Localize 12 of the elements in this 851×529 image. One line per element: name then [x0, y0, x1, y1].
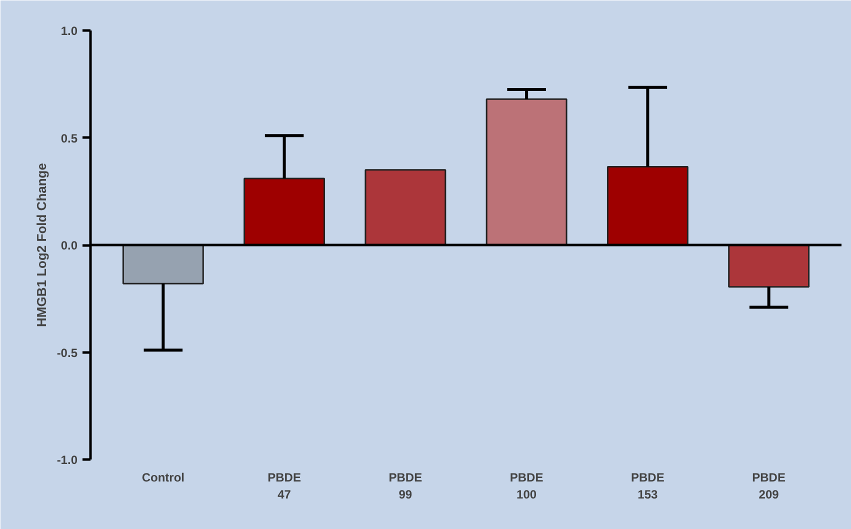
x-tick-label: Control [142, 470, 185, 484]
x-tick-label: PBDE 100 [510, 470, 544, 502]
x-tick-label: PBDE 209 [752, 470, 786, 502]
y-tick-label: 1.0 [60, 24, 78, 38]
y-tick-label: -1.0 [56, 453, 78, 467]
x-tick-label: PBDE 99 [388, 470, 422, 502]
y-tick-label: 0.0 [60, 238, 78, 252]
y-axis-title: HMGB1 Log2 Fold Change [34, 163, 49, 327]
y-tick-label: 0.5 [60, 131, 78, 146]
x-tick-label: PBDE 47 [268, 470, 301, 502]
x-tick-label: PBDE 153 [631, 470, 664, 502]
y-tick-label: -0.5 [56, 346, 78, 360]
